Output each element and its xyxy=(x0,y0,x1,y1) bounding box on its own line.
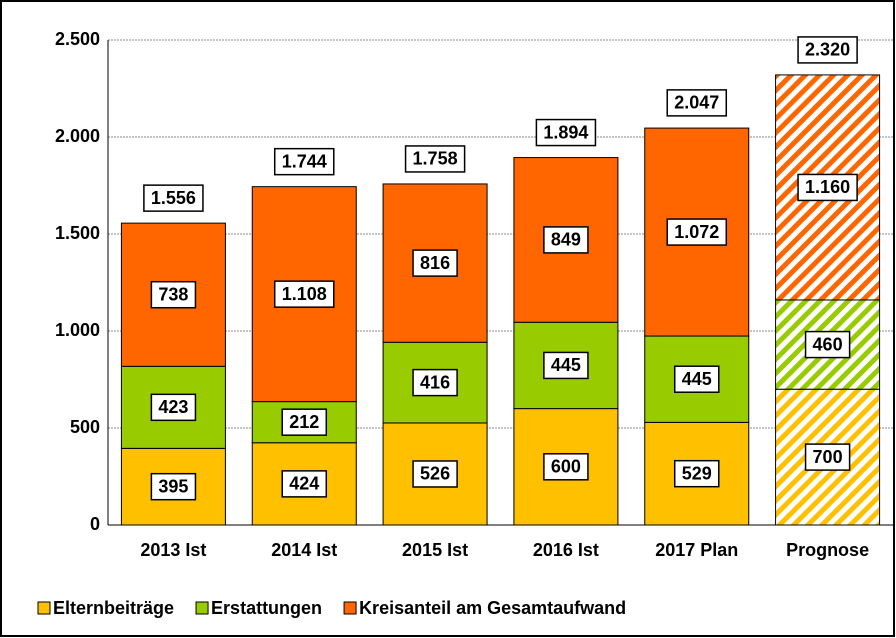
value-label: 2.047 xyxy=(674,93,719,113)
value-label-box xyxy=(666,89,728,117)
value-label: 395 xyxy=(158,476,188,496)
value-label-box xyxy=(273,147,335,176)
value-label: 529 xyxy=(682,463,712,483)
value-label-box xyxy=(797,36,858,64)
value-label: 212 xyxy=(289,412,319,432)
value-label-box xyxy=(404,145,466,173)
value-label: 1.072 xyxy=(674,222,719,242)
value-label-box xyxy=(281,408,328,436)
y-tick-label: 1.500 xyxy=(55,223,100,243)
value-label-box xyxy=(150,472,197,501)
value-label-box xyxy=(150,280,197,309)
x-tick-label: 2017 Plan xyxy=(655,540,738,560)
legend-swatch xyxy=(195,601,209,615)
value-label: 2.320 xyxy=(805,40,850,60)
x-tick-label: Prognose xyxy=(786,540,869,560)
y-tick-label: 2.500 xyxy=(55,29,100,49)
x-tick-label: 2015 Ist xyxy=(402,540,468,560)
value-label: 1.758 xyxy=(413,149,458,169)
value-label: 849 xyxy=(551,230,581,250)
value-label: 424 xyxy=(289,474,319,494)
legend-label: Kreisanteil am Gesamtaufwand xyxy=(359,598,626,618)
value-label-box xyxy=(543,453,589,481)
value-label-box xyxy=(412,249,458,277)
value-label-box xyxy=(673,365,720,393)
value-label-box xyxy=(804,330,851,359)
value-label: 445 xyxy=(551,355,581,375)
value-label: 1.160 xyxy=(805,177,850,197)
y-tick-label: 0 xyxy=(90,514,100,534)
value-label-box xyxy=(543,226,589,254)
value-label-box xyxy=(797,173,858,202)
value-label-box xyxy=(143,184,204,212)
value-label: 1.744 xyxy=(282,151,327,171)
value-label-box xyxy=(666,218,728,246)
value-label-box xyxy=(673,459,720,488)
value-label-box xyxy=(412,368,458,397)
value-label-box xyxy=(543,351,589,380)
value-label: 700 xyxy=(813,447,843,467)
value-label-box xyxy=(281,470,328,498)
value-label: 423 xyxy=(158,397,188,417)
legend-swatch xyxy=(37,601,51,615)
value-label-box xyxy=(150,393,197,422)
x-tick-label: 2013 Ist xyxy=(140,540,206,560)
value-label-box xyxy=(535,118,597,147)
value-label: 526 xyxy=(420,464,450,484)
y-tick-label: 2.000 xyxy=(55,126,100,146)
y-tick-label: 500 xyxy=(70,417,100,437)
value-label: 816 xyxy=(420,253,450,273)
value-label: 460 xyxy=(813,334,843,354)
value-label: 738 xyxy=(158,284,188,304)
value-label-box xyxy=(273,280,335,308)
y-tick-label: 1.000 xyxy=(55,320,100,340)
x-tick-label: 2014 Ist xyxy=(271,540,337,560)
value-label-box xyxy=(804,443,851,471)
value-label-box xyxy=(412,460,458,488)
value-label: 600 xyxy=(551,457,581,477)
legend-label: Elternbeiträge xyxy=(53,598,174,618)
legend-swatch xyxy=(343,601,357,615)
value-label: 1.894 xyxy=(543,122,588,142)
value-label: 1.108 xyxy=(282,284,327,304)
value-label: 445 xyxy=(682,369,712,389)
value-label: 416 xyxy=(420,372,450,392)
bar-segment xyxy=(382,341,488,424)
value-label: 1.556 xyxy=(151,188,196,208)
legend-label: Erstattungen xyxy=(211,598,322,618)
x-tick-label: 2016 Ist xyxy=(533,540,599,560)
